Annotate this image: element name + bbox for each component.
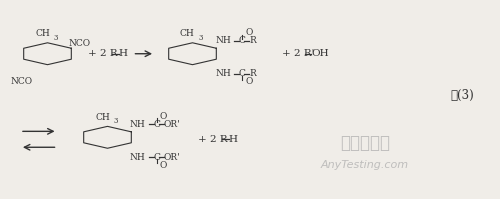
Text: + 2 R': + 2 R' [282, 49, 315, 58]
Text: NH: NH [215, 69, 231, 78]
Text: CH: CH [180, 29, 195, 38]
Text: NCO: NCO [68, 39, 90, 48]
Text: + 2 R: + 2 R [198, 135, 227, 144]
Text: NCO: NCO [10, 77, 32, 86]
Text: R: R [249, 36, 256, 45]
Text: H: H [118, 49, 128, 58]
Text: O: O [245, 28, 252, 37]
Text: O: O [160, 161, 168, 170]
Text: + 2 R: + 2 R [88, 49, 117, 58]
Text: 3: 3 [198, 34, 203, 42]
Text: NH: NH [130, 153, 146, 162]
Text: C: C [154, 120, 160, 129]
Text: O: O [160, 112, 168, 121]
Text: OH: OH [311, 49, 328, 58]
Text: 式(3): 式(3) [450, 89, 474, 102]
Text: 嘉峪检测网: 嘉峪检测网 [340, 134, 390, 152]
Text: CH: CH [35, 29, 50, 38]
Text: NH: NH [130, 120, 146, 129]
Text: AnyTesting.com: AnyTesting.com [321, 160, 409, 170]
Text: R: R [249, 69, 256, 78]
Text: C: C [238, 36, 246, 45]
Text: 3: 3 [54, 34, 58, 42]
Text: OR': OR' [164, 120, 180, 129]
Text: O: O [245, 77, 252, 86]
Text: CH: CH [95, 113, 110, 122]
Text: H: H [228, 135, 237, 144]
Text: 3: 3 [114, 117, 118, 125]
Text: C: C [238, 69, 246, 78]
Text: NH: NH [215, 36, 231, 45]
Text: C: C [154, 153, 160, 162]
Text: OR': OR' [164, 153, 180, 162]
